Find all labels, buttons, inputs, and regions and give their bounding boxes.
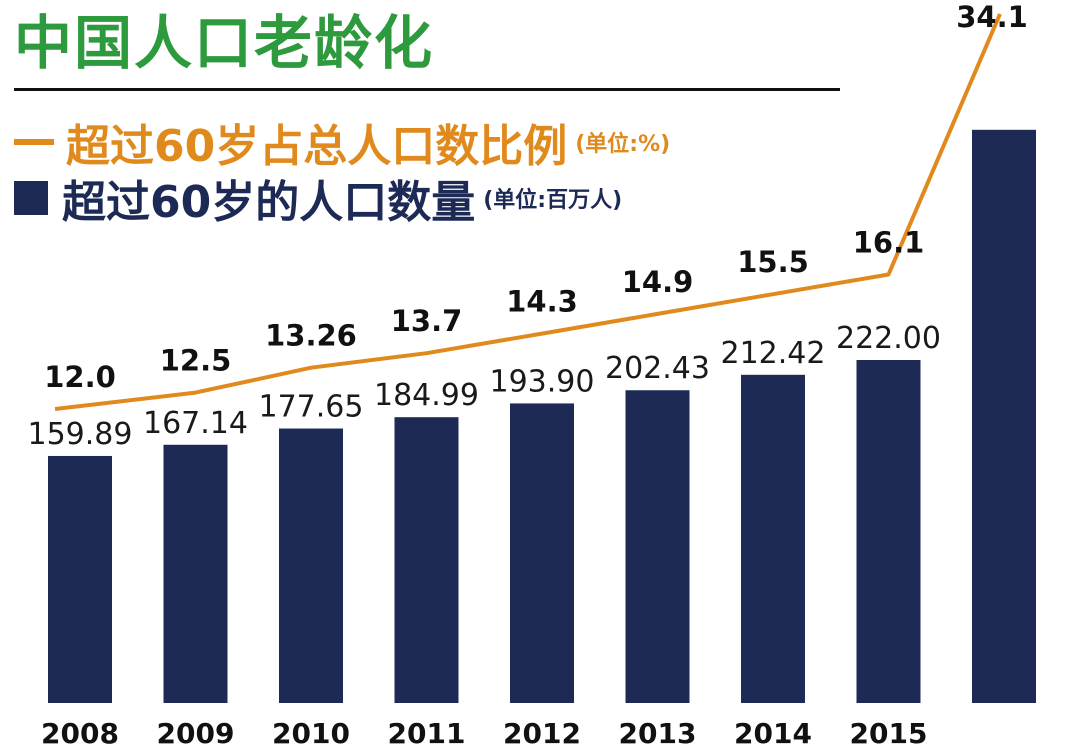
ratio-point-label-2012: 14.3 xyxy=(506,285,578,319)
bar-2009 xyxy=(163,444,228,703)
x-tick-label-2008: 2008 xyxy=(41,717,119,748)
ratio-point-label-2030: 34.1 xyxy=(956,0,1028,34)
legend-line-swatch xyxy=(14,139,54,145)
bar-2011 xyxy=(394,417,459,703)
ratio-point-label-2011: 13.7 xyxy=(391,304,463,338)
x-tick-label-2014: 2014 xyxy=(734,717,812,748)
bar-2015 xyxy=(856,360,921,703)
bar-value-label-2013: 202.43 xyxy=(605,351,710,386)
legend-bar-unit: (单位:百万人) xyxy=(483,188,623,213)
bar-2012 xyxy=(510,403,574,703)
x-tick-label-2010: 2010 xyxy=(272,717,350,748)
bar-value-label-2011: 184.99 xyxy=(374,378,479,413)
ratio-point-label-2014: 15.5 xyxy=(737,245,809,279)
bar-value-label-2008: 159.89 xyxy=(28,417,133,452)
legend-item-ratio: 超过60岁占总人口数比例 (单位:%) xyxy=(14,110,670,174)
legend-item-population: 超过60岁的人口数量 (单位:百万人) xyxy=(14,166,622,230)
ratio-point-label-2008: 12.0 xyxy=(44,360,116,394)
bar-value-label-2010: 177.65 xyxy=(259,390,364,425)
bar-value-label-2015: 222.00 xyxy=(836,321,941,356)
legend-bar-swatch xyxy=(14,181,48,215)
chart-title: 中国人口老龄化 xyxy=(14,9,435,77)
ratio-line xyxy=(54,13,1002,411)
x-tick-label-2009: 2009 xyxy=(157,717,235,748)
x-tick-label-2015: 2015 xyxy=(850,717,928,748)
ratio-point-label-2015: 16.1 xyxy=(853,226,925,260)
bar-2030 xyxy=(972,129,1036,703)
legend-bar-label: 超过60岁的人口数量 xyxy=(62,177,476,228)
bar-value-label-2014: 212.42 xyxy=(721,336,826,371)
x-tick-label-2012: 2012 xyxy=(503,717,581,748)
bar-2013 xyxy=(625,390,690,703)
bar-value-label-2012: 193.90 xyxy=(490,364,595,399)
ratio-point-label-2009: 12.5 xyxy=(160,344,232,378)
bar-2010 xyxy=(279,428,343,703)
x-tick-label-2013: 2013 xyxy=(619,717,697,748)
title-divider xyxy=(14,88,840,91)
x-tick-label-2011: 2011 xyxy=(388,717,466,748)
legend-line-unit: (单位:%) xyxy=(575,132,671,157)
ratio-point-label-2010: 13.26 xyxy=(265,319,357,353)
bar-value-label-2009: 167.14 xyxy=(143,406,248,441)
ratio-point-label-2013: 14.9 xyxy=(622,265,694,299)
bar-2014 xyxy=(741,374,805,703)
bar-2008 xyxy=(48,455,112,703)
legend-line-label: 超过60岁占总人口数比例 xyxy=(66,121,568,172)
